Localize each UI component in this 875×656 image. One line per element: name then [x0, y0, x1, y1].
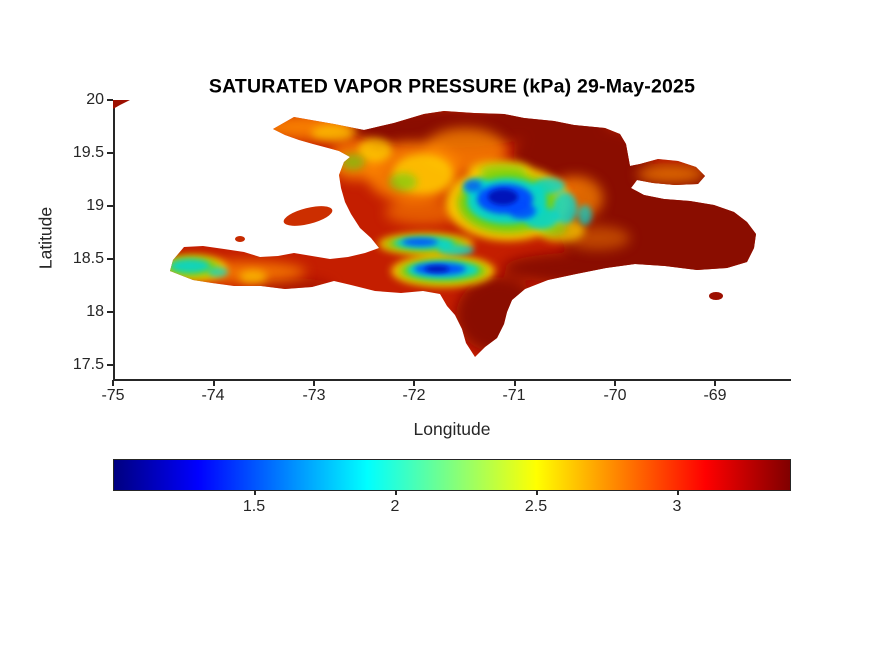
x-tick-mark — [614, 380, 616, 386]
x-tick-mark — [213, 380, 215, 386]
x-tick-label: -69 — [703, 387, 727, 404]
y-tick-mark — [107, 311, 113, 313]
x-axis-line — [113, 379, 791, 381]
y-tick-mark — [107, 152, 113, 154]
x-tick-label: -71 — [502, 387, 526, 404]
x-tick-label: -73 — [302, 387, 326, 404]
x-tick-mark — [714, 380, 716, 386]
heatmap-field — [170, 111, 756, 357]
y-tick-mark — [107, 205, 113, 207]
x-tick-label: -70 — [603, 387, 627, 404]
colorbar-tick-label: 1.5 — [242, 498, 266, 515]
colorbar-tick-label: 3 — [672, 498, 682, 515]
colorbar-tick-mark — [536, 491, 538, 495]
x-tick-label: -72 — [402, 387, 426, 404]
y-axis-line — [113, 100, 115, 380]
x-tick-label: -75 — [101, 387, 125, 404]
colorbar-tick-mark — [677, 491, 679, 495]
y-tick-label: 20 — [86, 91, 104, 108]
y-tick-mark — [107, 99, 113, 101]
plot-title: SATURATED VAPOR PRESSURE (kPa) 29-May-20… — [208, 75, 696, 98]
saona-island-shape — [709, 292, 723, 300]
colorbar-tick-label: 2 — [390, 498, 400, 515]
y-tick-label: 18 — [86, 303, 104, 320]
cuba-corner-shape — [113, 100, 130, 109]
x-tick-mark — [514, 380, 516, 386]
colorbar-gradient — [113, 459, 791, 491]
x-tick-mark — [413, 380, 415, 386]
gonave-island-shape — [283, 206, 333, 226]
y-tick-mark — [107, 364, 113, 366]
y-tick-label: 18.5 — [72, 250, 104, 267]
x-tick-mark — [112, 380, 114, 386]
colorbar-tick-label: 2.5 — [524, 498, 548, 515]
hispaniola-heatmap-map — [113, 100, 756, 357]
y-tick-label: 19 — [86, 197, 104, 214]
colorbar-tick-mark — [395, 491, 397, 495]
colorbar-tick-mark — [254, 491, 256, 495]
cayemite-island-shape — [235, 236, 245, 242]
x-axis-label: Longitude — [413, 419, 491, 439]
y-tick-label: 19.5 — [72, 144, 104, 161]
y-axis-label: Latitude — [35, 206, 56, 270]
y-tick-label: 17.5 — [72, 356, 104, 373]
x-tick-label: -74 — [201, 387, 225, 404]
y-tick-mark — [107, 258, 113, 260]
x-tick-mark — [313, 380, 315, 386]
